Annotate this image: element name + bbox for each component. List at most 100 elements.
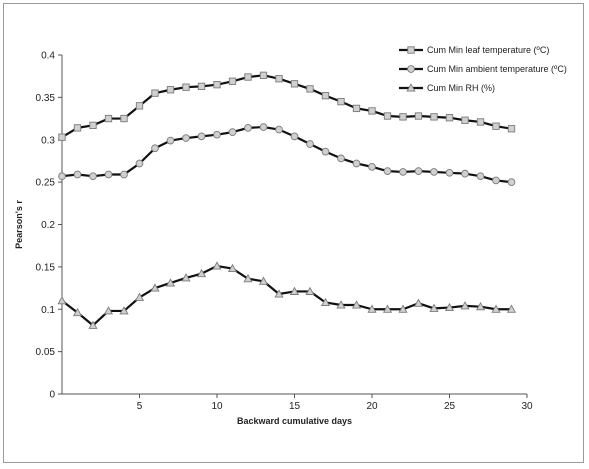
- data-point: [135, 102, 144, 110]
- series-circle: [58, 123, 516, 186]
- data-point: [337, 97, 345, 106]
- data-point: [120, 114, 128, 123]
- data-point: [290, 132, 299, 141]
- data-point: [476, 172, 485, 181]
- tick-labels: 0 0.05 0.1 0.15 0.2 0.25 0.3 0.35 0.4 5 10 15 20 25 30: [36, 51, 533, 413]
- data-point: [290, 80, 299, 88]
- data-point: [73, 170, 82, 179]
- x-tick-label: 25: [444, 401, 456, 412]
- data-point: [476, 118, 485, 126]
- x-tick-label: 15: [289, 401, 301, 412]
- y-axis-label: Pearson's r: [14, 200, 24, 249]
- data-point: [227, 263, 238, 273]
- data-point: [165, 278, 176, 287]
- data-point: [507, 125, 516, 133]
- data-point: [337, 154, 345, 163]
- data-point: [461, 169, 469, 178]
- legend-marker: [406, 83, 416, 92]
- y-tick-label: 0.4: [41, 51, 55, 62]
- y-tick-label: 0.2: [41, 220, 55, 231]
- data-point: [58, 133, 66, 141]
- data-point: [321, 147, 330, 156]
- data-point: [351, 300, 362, 309]
- data-point: [258, 276, 269, 285]
- x-tick-label: 10: [211, 401, 223, 412]
- data-point: [352, 104, 361, 113]
- data-point: [461, 116, 469, 124]
- data-point: [445, 168, 454, 177]
- data-point: [196, 268, 207, 278]
- data-point: [243, 274, 253, 283]
- data-point: [320, 297, 331, 306]
- data-point: [151, 144, 159, 153]
- data-point: [120, 170, 128, 179]
- series-group: [57, 71, 517, 329]
- data-point: [506, 304, 517, 313]
- data-point: [383, 112, 392, 120]
- y-tick-label: 0.05: [36, 347, 56, 358]
- x-tick-label: 30: [521, 401, 533, 412]
- data-point: [213, 130, 221, 139]
- data-point: [336, 300, 346, 309]
- series-triangle: [57, 261, 517, 329]
- data-point: [182, 83, 190, 91]
- data-point: [492, 122, 500, 130]
- data-point: [104, 114, 113, 123]
- data-point: [429, 303, 439, 312]
- data-point: [399, 113, 407, 121]
- data-point: [398, 304, 408, 313]
- data-point: [413, 298, 424, 307]
- data-point: [88, 320, 98, 329]
- data-point: [430, 113, 438, 121]
- axes: [58, 54, 528, 398]
- data-point: [212, 261, 222, 270]
- data-point: [58, 172, 66, 181]
- data-point: [166, 86, 175, 94]
- data-point: [507, 178, 516, 186]
- data-point: [259, 123, 268, 131]
- data-point: [475, 301, 486, 311]
- data-point: [321, 92, 330, 100]
- y-tick-label: 0.35: [36, 93, 56, 104]
- data-point: [151, 89, 159, 97]
- data-point: [213, 81, 221, 89]
- data-point: [352, 159, 361, 168]
- legend-item: Cum Min ambient temperature (ºC): [399, 64, 567, 74]
- data-point: [274, 289, 284, 298]
- data-point: [135, 159, 144, 168]
- data-point: [414, 112, 423, 120]
- legend-item: Cum Min leaf temperature (ºC): [399, 45, 549, 55]
- y-tick-label: 0.3: [41, 135, 55, 146]
- data-point: [430, 168, 438, 176]
- data-point: [275, 75, 283, 83]
- data-point: [460, 301, 470, 310]
- legend-marker: [407, 46, 415, 54]
- y-tick-label: 0: [49, 390, 55, 401]
- data-point: [382, 304, 393, 313]
- data-point: [414, 167, 423, 175]
- y-tick-label: 0.1: [41, 305, 55, 316]
- y-tick-label: 0.15: [36, 262, 56, 273]
- data-point: [383, 167, 392, 175]
- data-point: [103, 306, 114, 315]
- series-line: [61, 125, 512, 184]
- data-point: [150, 283, 160, 292]
- data-point: [289, 286, 300, 295]
- data-point: [181, 273, 191, 282]
- data-point: [182, 134, 190, 142]
- data-point: [399, 168, 407, 176]
- data-point: [89, 172, 97, 181]
- data-point: [306, 140, 314, 148]
- data-point: [104, 170, 113, 179]
- legend-marker: [407, 65, 415, 73]
- data-point: [306, 85, 314, 93]
- data-point: [228, 77, 237, 85]
- data-point: [368, 107, 376, 115]
- data-point: [89, 121, 97, 129]
- x-axis-label: Backward cumulative days: [237, 416, 352, 426]
- y-tick-label: 0.25: [36, 178, 56, 189]
- data-point: [444, 302, 455, 312]
- data-point: [305, 286, 315, 295]
- data-point: [73, 124, 82, 132]
- data-point: [368, 163, 376, 171]
